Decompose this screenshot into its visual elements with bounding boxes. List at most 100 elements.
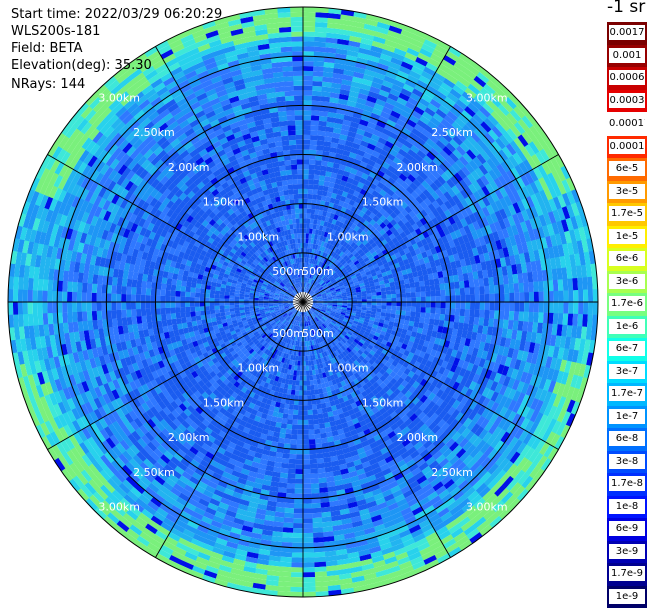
heatmap-cell [309, 434, 315, 439]
heatmap-cell [296, 380, 300, 385]
heatmap-cell [291, 214, 295, 219]
heatmap-cell [288, 184, 294, 189]
heatmap-cell [313, 419, 319, 424]
heatmap-cell [316, 195, 321, 201]
heatmap-cell [156, 295, 161, 302]
heatmap-cell [165, 308, 170, 314]
heatmap-cell [297, 159, 303, 164]
heatmap-cell [205, 302, 210, 306]
heatmap-cell [436, 296, 441, 302]
heatmap-cell [362, 296, 367, 299]
heatmap-cell [166, 313, 172, 320]
heatmap-cell [459, 316, 465, 324]
heatmap-cell [300, 223, 304, 228]
heatmap-cell [239, 305, 244, 308]
heatmap-cell [279, 433, 286, 439]
heatmap-cell [146, 315, 152, 322]
heatmap-cell [296, 223, 300, 228]
heatmap-cell [323, 412, 329, 418]
heatmap-cell [229, 305, 234, 308]
heatmap-cell [278, 438, 285, 444]
heatmap-cell [132, 316, 138, 324]
heatmap-cell [309, 375, 313, 380]
heatmap-cell [320, 170, 326, 176]
heatmap-cell [136, 287, 141, 295]
heatmap-cell [396, 298, 401, 302]
heatmap-cell [318, 418, 324, 424]
heatmap-cell [308, 410, 313, 415]
heatmap-cell [372, 302, 377, 305]
heatmap-cell [376, 292, 381, 296]
heatmap-cell [225, 308, 230, 312]
heatmap-cell [474, 287, 479, 295]
heatmap-cell [474, 279, 480, 287]
heatmap-cell [317, 468, 325, 474]
heatmap-cell [298, 420, 303, 425]
heatmap-cell [303, 174, 309, 179]
heatmap-cell [316, 453, 323, 459]
heatmap-cell [303, 150, 310, 155]
heatmap-cell [215, 298, 220, 302]
heatmap-cell [176, 280, 182, 286]
heatmap-cell [401, 297, 406, 302]
heatmap-cell [303, 209, 307, 214]
heatmap-cell [303, 228, 306, 233]
heatmap-cell [298, 415, 303, 420]
heatmap-cell [200, 297, 205, 302]
heatmap-cell [210, 294, 215, 298]
heatmap-cell [357, 304, 362, 307]
heatmap-cell [416, 302, 421, 307]
heatmap-cell [131, 287, 136, 295]
heatmap-cell [210, 290, 215, 295]
heatmap-cell [303, 435, 309, 440]
heatmap-cell [315, 438, 322, 444]
heatmap-cell [285, 434, 292, 440]
heatmap-cell [439, 320, 445, 327]
heatmap-cell [320, 428, 326, 434]
heatmap-cell [310, 469, 318, 474]
heatmap-cell [310, 145, 317, 150]
heatmap-cell [296, 140, 303, 145]
heatmap-cell [436, 302, 441, 308]
heatmap-cell [431, 296, 436, 302]
heatmap-cell [186, 317, 192, 323]
heatmap-cell [299, 204, 303, 209]
heatmap-cell [419, 281, 425, 287]
heatmap-cell [434, 278, 440, 285]
heatmap-cell [297, 435, 303, 440]
heatmap-cell [315, 160, 322, 166]
heatmap-cell [219, 295, 224, 299]
heatmap-cell [318, 180, 324, 186]
heatmap-cell [190, 311, 195, 316]
heatmap-cell [146, 309, 151, 316]
heatmap-cell [303, 214, 307, 219]
heatmap-cell [205, 306, 210, 311]
heatmap-cell [310, 454, 317, 459]
heatmap-cell [421, 302, 426, 307]
heatmap-cell [288, 130, 296, 135]
heatmap-cell [313, 180, 319, 185]
heatmap-cell [465, 295, 470, 302]
heatmap-cell [284, 404, 289, 410]
heatmap-cell [294, 204, 299, 209]
heatmap-cell [406, 293, 411, 298]
heatmap-cell [215, 302, 220, 306]
heatmap-cell [396, 293, 401, 298]
heatmap-cell [318, 131, 326, 137]
heatmap-cell [425, 307, 430, 313]
heatmap-cell [382, 298, 387, 302]
heatmap-cell [460, 295, 465, 302]
heatmap-cell [367, 296, 372, 299]
heatmap-cell [161, 289, 166, 296]
heatmap-cell [411, 307, 416, 312]
heatmap-cell [162, 320, 168, 327]
heatmap-cell [293, 405, 298, 410]
heatmap-cell [454, 281, 460, 288]
heatmap-cell [310, 135, 318, 140]
heatmap-cell [396, 306, 401, 311]
heatmap-cell [465, 287, 470, 295]
heatmap-cell [303, 159, 309, 164]
heatmap-cell [281, 463, 289, 469]
heatmap-cell [297, 228, 300, 233]
heatmap-cell [162, 277, 168, 284]
